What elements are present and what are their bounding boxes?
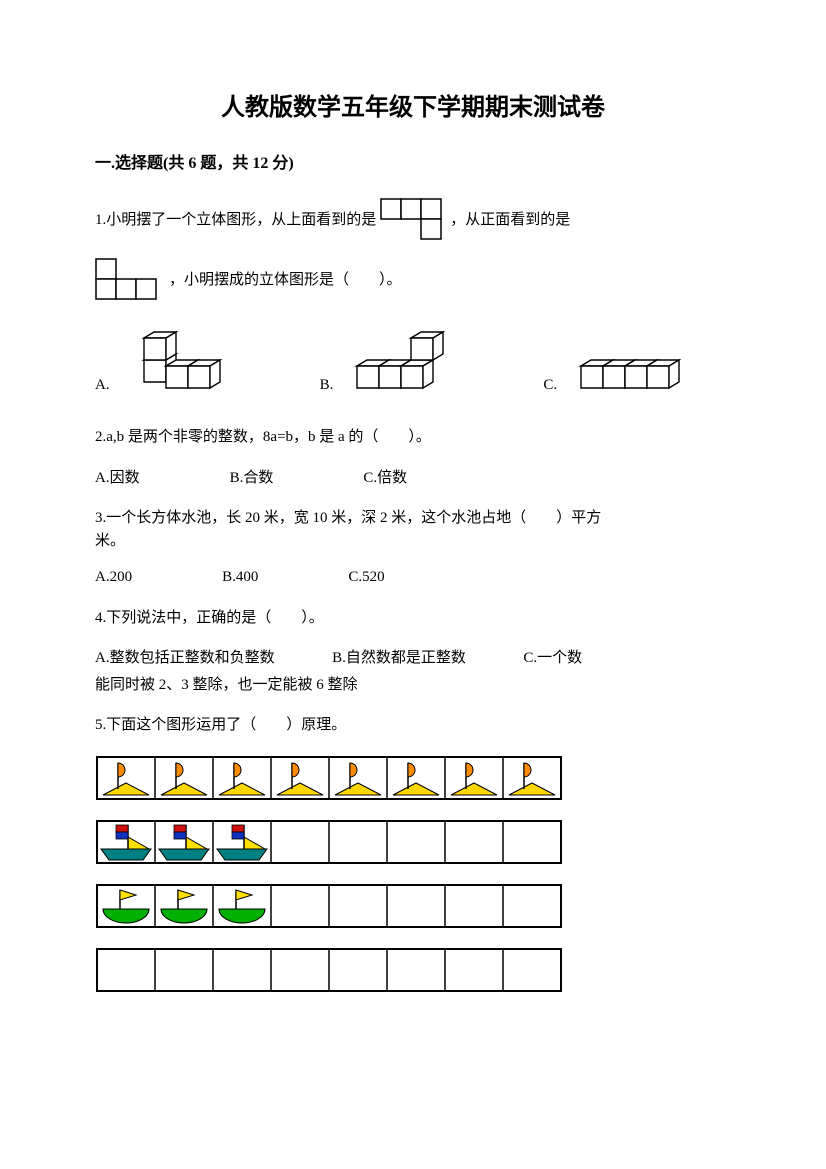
q1-text-2: ，小明摆成的立体图形是（ ）。 — [169, 269, 402, 292]
q4-opt-a: A.整数包括正整数和负整数 — [95, 650, 275, 666]
q1-opt-b-label: B. — [320, 374, 334, 397]
q2-opt-c: C.倍数 — [363, 467, 407, 490]
q4-options: A.整数包括正整数和负整数 B.自然数都是正整数 C.一个数 — [95, 647, 731, 670]
q4-opt-c-cont: 能同时被 2、3 整除，也一定能被 6 整除 — [95, 674, 731, 697]
question-2: 2.a,b 是两个非零的整数，8a=b，b 是 a 的（ ）。 — [95, 426, 731, 449]
q2-opt-a: A.因数 — [95, 467, 140, 490]
q4-opt-c: C.一个数 — [523, 650, 582, 666]
q5-pattern — [95, 755, 731, 999]
question-4: 4.下列说法中，正确的是（ ）。 — [95, 607, 731, 630]
question-3: 3.一个长方体水池，长 20 米，宽 10 米，深 2 米，这个水池占地（ ）平… — [95, 507, 731, 552]
q1-opt-b-icon — [349, 330, 469, 396]
q3-text-2: 米。 — [95, 530, 731, 553]
q4-text: 4.下列说法中，正确的是（ ）。 — [95, 607, 731, 630]
q2-options: A.因数 B.合数 C.倍数 — [95, 467, 731, 490]
q1-opt-a-icon — [126, 330, 236, 396]
pattern-row-1 — [95, 755, 731, 807]
q1-opt-c-label: C. — [543, 374, 557, 397]
pattern-row-2 — [95, 819, 731, 871]
q1-top-view-icon — [380, 198, 446, 242]
q5-text: 5.下面这个图形运用了（ ）原理。 — [95, 714, 731, 737]
q3-opt-b: B.400 — [222, 566, 258, 589]
q1-text-b: ，从正面看到的是 — [450, 209, 570, 232]
section-1-header: 一.选择题(共 6 题，共 12 分) — [95, 152, 731, 176]
q3-opt-a: A.200 — [95, 566, 132, 589]
q1-opt-c-icon — [573, 352, 683, 396]
q1-text-a: 1.小明摆了一个立体图形，从上面看到的是 — [95, 209, 376, 232]
q3-opt-c: C.520 — [348, 566, 384, 589]
q2-opt-b: B.合数 — [230, 467, 274, 490]
question-1: 1.小明摆了一个立体图形，从上面看到的是 ，从正面看到的是 ，小明摆成的立体图形… — [95, 198, 731, 396]
q3-options: A.200 B.400 C.520 — [95, 566, 731, 589]
q4-opt-b: B.自然数都是正整数 — [332, 650, 466, 666]
q2-text: 2.a,b 是两个非零的整数，8a=b，b 是 a 的（ ）。 — [95, 426, 731, 449]
pattern-row-3 — [95, 883, 731, 935]
question-5: 5.下面这个图形运用了（ ）原理。 — [95, 714, 731, 737]
q3-text-1: 3.一个长方体水池，长 20 米，宽 10 米，深 2 米，这个水池占地（ ）平… — [95, 507, 731, 530]
pattern-row-4 — [95, 947, 731, 999]
q1-front-view-icon — [95, 258, 161, 302]
q1-opt-a-label: A. — [95, 374, 110, 397]
page-title: 人教版数学五年级下学期期末测试卷 — [95, 90, 731, 126]
